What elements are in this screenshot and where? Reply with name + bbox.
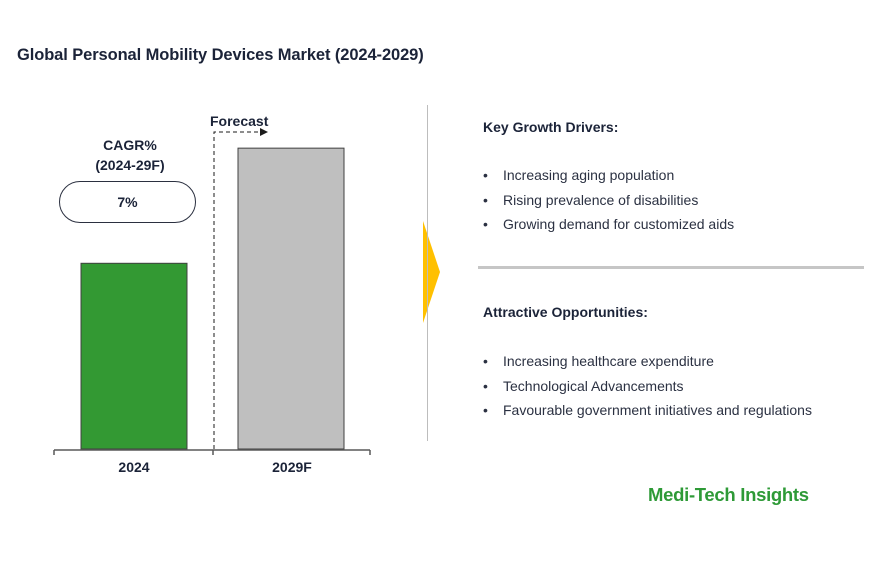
vertical-divider [427, 105, 428, 441]
cagr-value: 7% [117, 194, 138, 210]
cagr-label: CAGR% (2024-29F) [70, 135, 190, 175]
forecast-arrowhead-icon [260, 128, 268, 136]
list-item: • Growing demand for customized aids [483, 212, 734, 237]
list-item-text: Technological Advancements [503, 377, 684, 394]
yellow-arrow-icon [423, 221, 440, 323]
forecast-divider-dashed [213, 131, 262, 449]
list-item: • Increasing healthcare expenditure [483, 349, 812, 374]
bullet-icon: • [483, 216, 488, 232]
bullet-icon: • [483, 402, 488, 418]
list-item-text: Increasing healthcare expenditure [503, 353, 714, 369]
section-separator [478, 266, 864, 269]
bar-2029f [237, 147, 345, 450]
list-item: • Technological Advancements [483, 374, 812, 399]
x-tick-label-2024: 2024 [118, 459, 150, 475]
list-item-text: Rising prevalence of disabilities [503, 191, 699, 208]
bar-2024 [80, 262, 188, 450]
list-item: • Rising prevalence of disabilities [483, 188, 734, 213]
drivers-title: Key Growth Drivers: [483, 119, 619, 135]
drivers-list: • Increasing aging population • Rising pre… [483, 163, 734, 237]
list-item: • Increasing aging population [483, 163, 734, 188]
bullet-icon: • [483, 167, 488, 183]
cagr-label-line1: CAGR% [103, 137, 157, 153]
opportunities-title: Attractive Opportunities: [483, 304, 648, 320]
list-item-text: Favourable government initiatives and re… [503, 402, 812, 418]
bullet-icon: • [483, 353, 488, 369]
list-item: • Favourable government initiatives and r… [483, 398, 812, 423]
cagr-value-pill: 7% [59, 181, 196, 223]
forecast-label: Forecast [210, 113, 269, 129]
chart-title: Global Personal Mobility Devices Market … [17, 46, 424, 64]
list-item-text: Increasing aging population [503, 167, 675, 183]
list-item-text: Growing demand for customized aids [503, 216, 735, 232]
opportunities-list: • Increasing healthcare expenditure • Tech… [483, 349, 812, 423]
cagr-label-line2: (2024-29F) [95, 157, 165, 173]
brand-logo: Medi-Tech Insights [648, 484, 809, 505]
bullet-icon: • [483, 377, 488, 394]
x-tick-label-2029f: 2029F [272, 459, 312, 475]
bullet-icon: • [483, 191, 488, 208]
